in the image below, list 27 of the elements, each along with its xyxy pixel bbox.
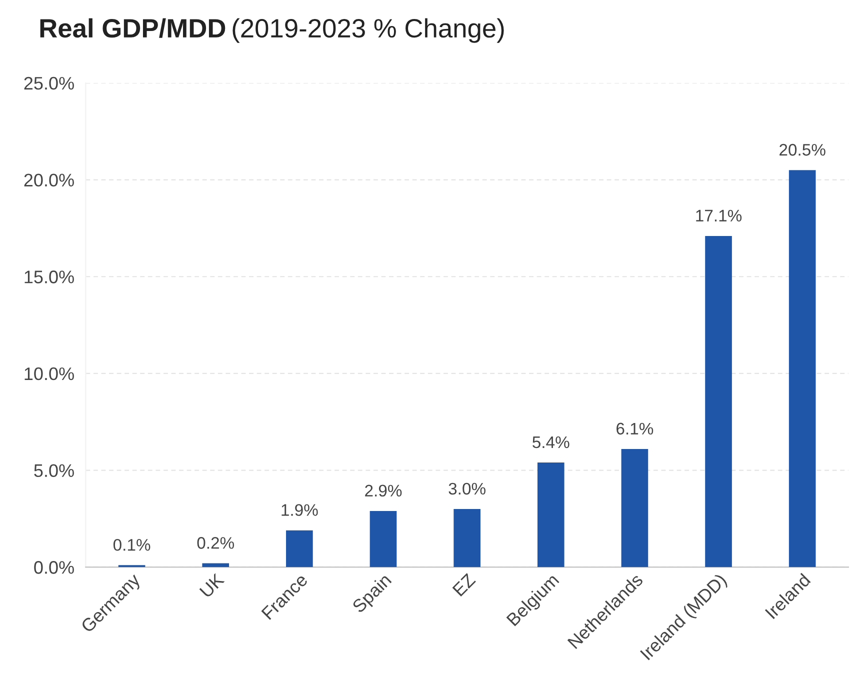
data-label: 6.1%	[616, 422, 654, 435]
bar	[370, 510, 397, 568]
data-label: 5.4%	[532, 436, 570, 448]
data-label: 0.2%	[197, 537, 234, 549]
x-tick-label: UK	[199, 572, 225, 598]
data-label: 3.0%	[448, 482, 486, 495]
bar	[621, 448, 648, 568]
y-tick-label: 25.0%	[24, 76, 74, 90]
y-tick-label: 15.0%	[24, 270, 74, 284]
data-label: 20.5%	[780, 144, 826, 156]
y-tick-label: 10.0%	[24, 367, 74, 380]
data-label: 2.9%	[365, 484, 402, 497]
data-label: 17.1%	[696, 210, 742, 222]
chart-title: Real GDP/MDD	[40, 18, 226, 38]
bar	[705, 236, 732, 568]
data-label: 1.9%	[282, 504, 318, 516]
bar	[202, 563, 230, 568]
bar	[788, 170, 816, 568]
bar	[537, 462, 564, 568]
bar	[286, 530, 313, 568]
bar	[454, 509, 480, 568]
chart-subtitle: (2019-2023 % Change)	[232, 18, 504, 43]
y-tick-label: 0.0%	[34, 561, 74, 574]
y-tick-label: 5.0%	[34, 464, 74, 478]
data-label: 0.1%	[113, 538, 150, 551]
x-tick-label: EZ	[452, 572, 476, 596]
y-tick-label: 20.0%	[24, 174, 74, 187]
